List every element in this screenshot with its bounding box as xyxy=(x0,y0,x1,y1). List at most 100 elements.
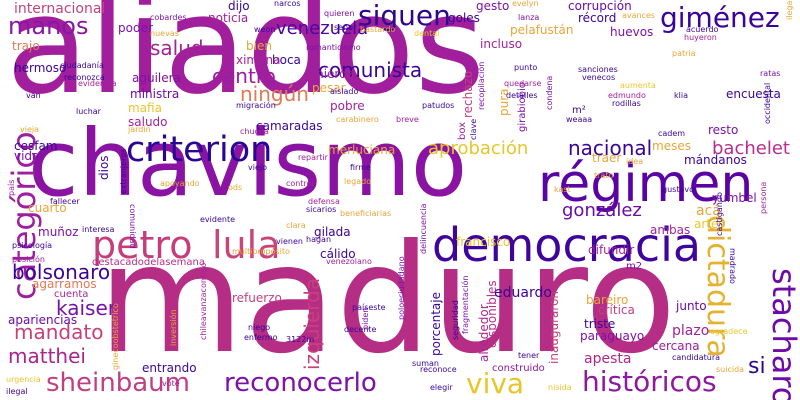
word-corrupcion: corrupción xyxy=(568,0,632,13)
word-ximena: ximena xyxy=(236,53,281,67)
word-patudos: patudos xyxy=(422,101,455,110)
word-izquierda: izquierda xyxy=(300,277,324,370)
word-bareiro: bareiro xyxy=(586,293,629,307)
word-manos: manos xyxy=(8,12,89,40)
word-ods: ods xyxy=(228,183,243,192)
word-vienen: vienen xyxy=(276,237,303,246)
word-internacional: internacional xyxy=(14,1,106,17)
word-beneficiarias: beneficiarias xyxy=(340,209,392,218)
word-si: si xyxy=(748,354,766,379)
word-junto: junto xyxy=(676,299,707,313)
word-tener: tener xyxy=(518,351,540,360)
word-delincuencia: delincuencia xyxy=(419,203,428,255)
word-hermoso: hermoso xyxy=(14,61,67,75)
word-hagan: hagan xyxy=(306,235,332,244)
word-evidencia: evidencia xyxy=(78,79,117,88)
word-narcos: narcos xyxy=(274,0,301,8)
word-comunidad: comunidad xyxy=(128,204,137,249)
word-fallecer: fallecer xyxy=(50,197,80,206)
word-bolsonaro: bolsonaro xyxy=(12,260,111,284)
word-democracia: democracia xyxy=(432,218,702,272)
word-posicion: posición xyxy=(12,255,45,264)
word-incluso: incluso xyxy=(480,37,523,51)
word-rodillas: rodillas xyxy=(612,99,641,108)
word-rechazo: rechazo xyxy=(461,70,475,118)
word-noticia: noticia xyxy=(208,11,249,25)
word-aliados: aliados xyxy=(6,0,486,124)
word-porcentaje: porcentaje xyxy=(429,292,443,356)
word-migracion: migración xyxy=(236,101,276,110)
word-cesfam: cesfam xyxy=(14,139,58,153)
word-historicos: históricos xyxy=(582,365,717,398)
word-weaaa: weaaa xyxy=(566,115,593,124)
word-control: control xyxy=(286,179,314,188)
word-ilegalidad: ilegalidad xyxy=(785,0,794,20)
word-reconozca: reconozca xyxy=(64,73,105,82)
word-firme: firme xyxy=(350,163,371,172)
word-van: van xyxy=(26,91,41,100)
word-difundir: difundir xyxy=(588,243,635,257)
word-idea: idea xyxy=(626,157,644,166)
word-romanticismo: romanticismo xyxy=(306,43,361,52)
word-venecos: venecos xyxy=(582,73,616,82)
word-yumbel: yumbel xyxy=(712,191,757,205)
word-ratas: ratas xyxy=(760,69,781,78)
word-lula: lula xyxy=(212,223,281,267)
word-quieren: quieren xyxy=(324,9,355,18)
word-clara: clara xyxy=(286,221,306,230)
word-senor: señor xyxy=(334,23,357,32)
word-sicarios: sicarios xyxy=(306,205,337,214)
word-apesta: apesta xyxy=(584,351,632,367)
word-weon: weon xyxy=(254,25,276,34)
word-3122m: 3122m xyxy=(286,335,315,344)
word-ciudadania: ciudadanía xyxy=(60,61,104,70)
word-recopilacion: recopilación xyxy=(477,61,486,110)
word-inversion: inversión xyxy=(169,309,178,346)
word-criterion: criterion xyxy=(126,130,273,170)
word-aguilera: aguilera xyxy=(132,71,181,85)
word-critica: crítica xyxy=(598,303,635,317)
word-aislado: aislado xyxy=(330,87,359,96)
word-avances: avances xyxy=(622,11,656,20)
word-chavismo: chavismo xyxy=(28,110,468,217)
word-girabiobio: girabiobio xyxy=(517,82,528,132)
word-dental: dental xyxy=(414,29,440,38)
word-munoz: muñoz xyxy=(38,225,79,239)
word-merluciana: merluciana xyxy=(328,143,396,157)
word-regimen: régimen xyxy=(538,154,754,214)
word-pobre: pobre xyxy=(330,99,365,113)
word-huyeron: huyeron xyxy=(684,33,717,42)
word-nisida: nisida xyxy=(548,383,572,392)
word-gesto: gesto xyxy=(476,0,510,13)
word-niego: niego xyxy=(248,323,271,332)
word-record: récord xyxy=(578,11,617,25)
word-aumenta: aumenta xyxy=(620,81,656,90)
word-condena: condena xyxy=(545,75,554,110)
word-elegir: elegir xyxy=(430,383,453,392)
word-klia: klia xyxy=(674,91,688,100)
word-chucha: chucha xyxy=(240,127,269,136)
word-mierda: mierda xyxy=(312,67,355,81)
word-poder: poder xyxy=(118,21,153,35)
word-cercana: cercana xyxy=(652,339,700,353)
word-agradece: agradece xyxy=(710,327,748,336)
word-ginecoobstetrico: ginecoobstetrico xyxy=(111,303,120,370)
word-interesa: interesa xyxy=(82,225,115,234)
word-stacharo: stacharo xyxy=(765,268,800,400)
word-vieja: vieja xyxy=(20,125,40,134)
word-patria: patria xyxy=(672,49,696,58)
word-reconocerlo: reconocerlo xyxy=(224,368,377,398)
word-petro: petro xyxy=(92,223,193,267)
word-resto: resto xyxy=(708,123,739,137)
word-multiproposito: multipropósito xyxy=(232,247,290,256)
word-castigando: castigando xyxy=(715,192,724,236)
word-detalles: detalles xyxy=(506,91,538,100)
word-dios: dios xyxy=(97,155,111,180)
word-refuerzo: refuerzo xyxy=(232,291,282,305)
word-goles: goles xyxy=(448,11,480,25)
word-trato: trato xyxy=(594,171,614,180)
word-reconoce: reconoce xyxy=(420,365,457,374)
word-bastardo: bastardo xyxy=(360,25,396,34)
word-evelyn: evelyn xyxy=(512,0,539,8)
